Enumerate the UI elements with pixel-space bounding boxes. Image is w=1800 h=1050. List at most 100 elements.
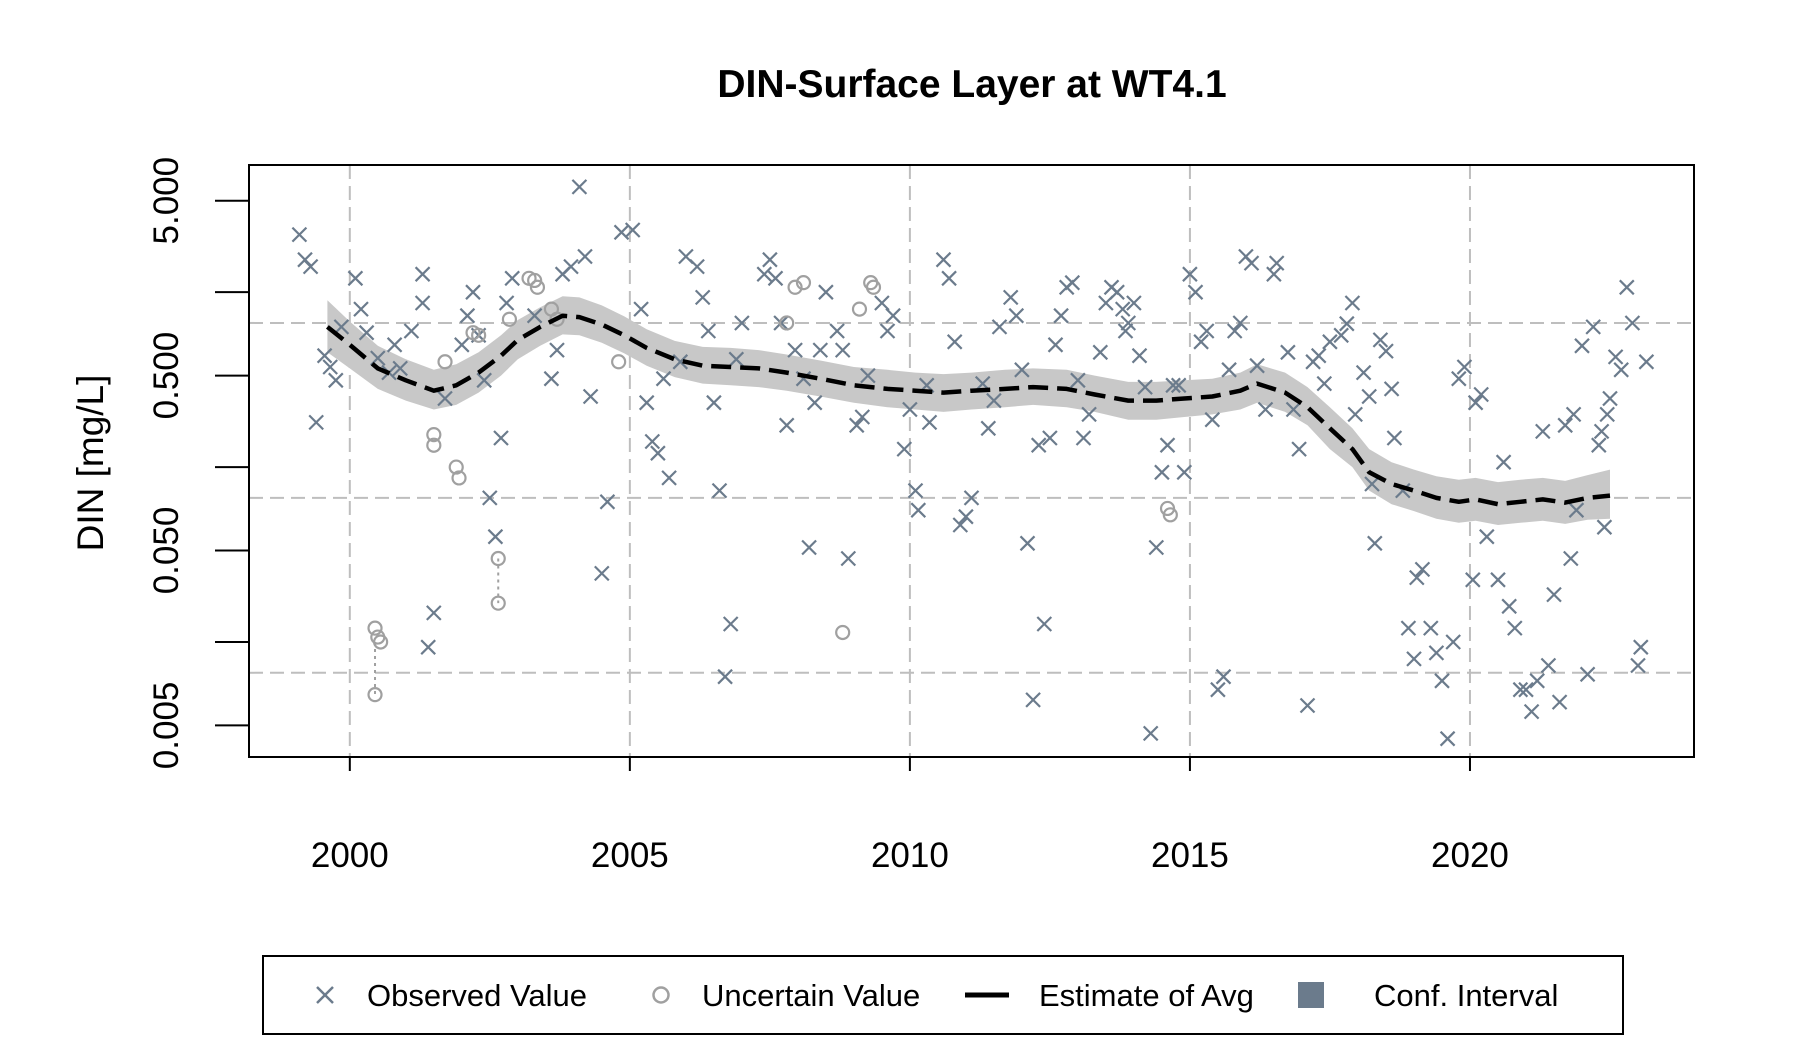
observed-point: [1036, 616, 1053, 632]
observed-point-stroke: [700, 323, 717, 339]
observed-point: [1280, 344, 1296, 361]
observed-point-stroke: [1439, 730, 1456, 747]
observed-point: [1529, 673, 1545, 689]
observed-point-stroke: [291, 226, 308, 243]
observed-point-stroke: [812, 342, 829, 358]
uncertain-point: [835, 624, 851, 641]
uncertain-point: [490, 550, 506, 567]
observed-point: [437, 390, 453, 407]
observed-point-stroke: [459, 307, 476, 324]
observed-point-stroke: [1268, 255, 1285, 271]
observed-point-stroke: [1568, 502, 1585, 518]
observed-point-stroke: [1386, 430, 1403, 446]
observed-point-stroke: [1333, 327, 1349, 344]
observed-point: [1456, 359, 1473, 375]
observed-point: [1518, 681, 1534, 698]
observed-point-stroke: [1243, 255, 1260, 271]
observed-point: [1364, 476, 1380, 492]
observed-point-stroke: [874, 295, 890, 311]
observed-point: [980, 420, 997, 437]
observed-point: [1187, 284, 1204, 300]
observed-point: [1204, 411, 1221, 428]
observed-point: [1593, 423, 1610, 440]
observed-point-stroke: [762, 251, 778, 268]
observed-point: [465, 284, 481, 300]
observed-point: [476, 372, 492, 389]
observed-point-stroke: [650, 445, 666, 461]
observed-point-stroke: [482, 490, 498, 506]
observed-point: [655, 370, 672, 387]
observed-point-stroke: [711, 482, 728, 499]
observed-point: [1030, 437, 1047, 453]
observed-point: [1372, 332, 1389, 348]
observed-point: [767, 270, 784, 287]
observed-point: [1400, 620, 1417, 636]
observed-point: [1226, 323, 1243, 339]
observed-point: [1585, 319, 1601, 335]
observed-point: [1596, 519, 1613, 535]
observed-point-stroke: [414, 266, 431, 282]
observed-point: [1540, 657, 1557, 674]
observed-point: [1378, 343, 1394, 359]
observed-point-stroke: [1479, 528, 1495, 545]
uncertain-point: [367, 687, 383, 703]
x-tick-label: 2015: [1151, 836, 1229, 875]
observed-point: [991, 319, 1008, 335]
observed-point-stroke: [991, 319, 1008, 335]
observed-point: [941, 270, 957, 287]
observed-point-stroke: [414, 295, 431, 311]
observed-point-stroke: [358, 324, 375, 341]
observed-point-stroke: [599, 494, 616, 510]
observed-point-stroke: [633, 301, 649, 317]
observed-point-stroke: [624, 222, 641, 238]
observed-point: [1053, 307, 1069, 324]
observed-point: [543, 370, 560, 387]
observed-point-stroke: [1025, 692, 1041, 708]
legend-square-icon: [1298, 982, 1324, 1008]
observed-point-stroke: [1019, 535, 1036, 552]
legend: Observed Value Uncertain Value Estimate …: [262, 955, 1624, 1035]
observed-point-stroke: [1445, 634, 1461, 650]
confidence-band: [327, 296, 1610, 525]
observed-point: [1047, 337, 1064, 353]
observed-point-stroke: [706, 394, 722, 411]
observed-point-stroke: [1137, 379, 1153, 395]
uncertain-point: [501, 311, 518, 327]
uncertain-point: [795, 275, 812, 291]
observed-point-stroke: [1266, 266, 1282, 282]
observed-point-stroke: [549, 342, 565, 358]
observed-point-stroke: [347, 270, 364, 287]
observed-point-stroke: [1565, 406, 1582, 423]
observed-point: [1257, 401, 1274, 418]
observed-point-stroke: [1574, 338, 1590, 354]
observed-point: [1535, 423, 1551, 440]
observed-point-stroke: [1154, 464, 1170, 481]
legend-label-uncertain: Uncertain Value: [702, 978, 920, 1013]
observed-point-stroke: [1507, 620, 1523, 636]
observed-point-stroke: [756, 266, 773, 282]
observed-point-stroke: [921, 414, 938, 431]
observed-point: [1081, 406, 1097, 423]
observed-point-stroke: [1585, 319, 1601, 335]
observed-point: [1501, 598, 1517, 615]
observed-point-stroke: [1142, 725, 1159, 742]
observed-point-stroke: [778, 417, 795, 434]
observed-point-stroke: [829, 323, 845, 339]
observed-point: [1406, 651, 1422, 667]
observed-point: [734, 315, 750, 331]
observed-point-stroke: [1535, 423, 1551, 440]
observed-point: [952, 517, 969, 533]
observed-point: [1512, 681, 1529, 698]
observed-point: [910, 502, 927, 518]
observed-point-stroke: [1114, 301, 1131, 317]
observed-point: [1092, 344, 1109, 361]
uncertain-point: [451, 470, 467, 486]
observed-point-stroke: [426, 605, 442, 621]
observed-point-stroke: [498, 295, 515, 311]
observed-point-stroke: [907, 482, 924, 499]
observed-point-stroke: [910, 502, 927, 518]
chart-title: DIN-Surface Layer at WT4.1: [717, 63, 1226, 106]
observed-point: [1355, 364, 1372, 381]
observed-point: [358, 324, 375, 341]
